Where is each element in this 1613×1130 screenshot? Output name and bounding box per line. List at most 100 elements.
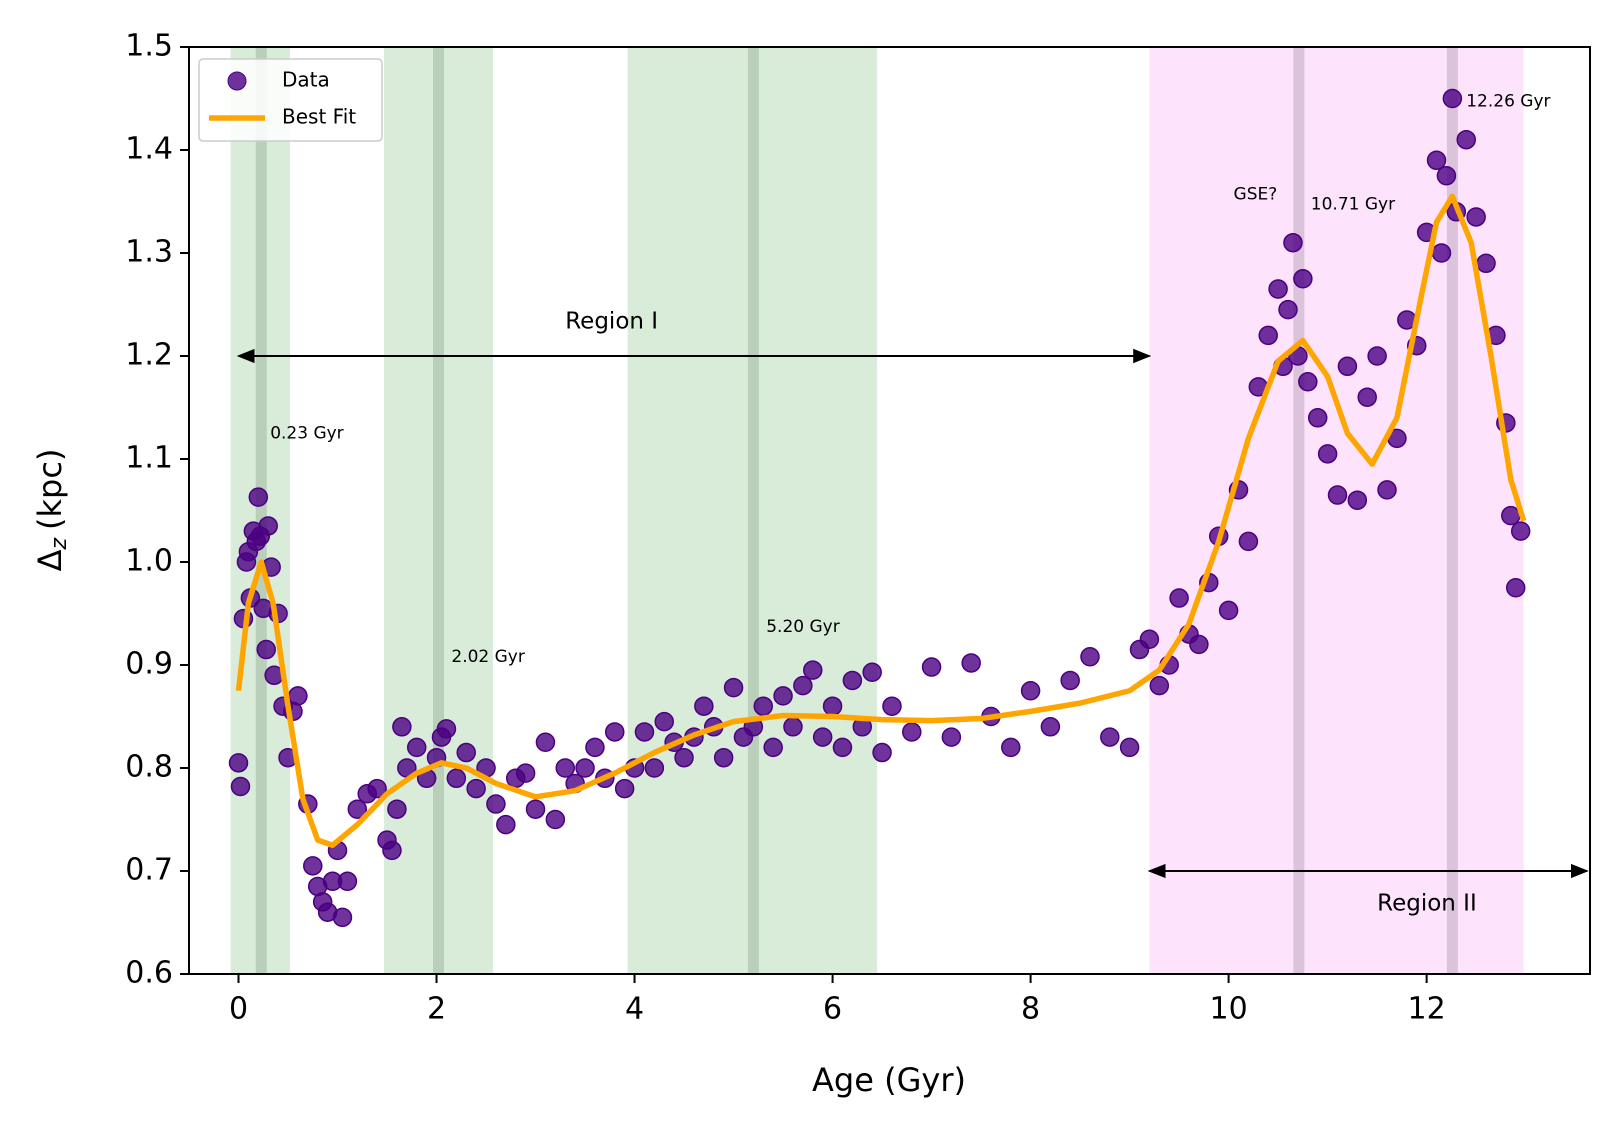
data-point (674, 747, 694, 768)
data-point (822, 696, 843, 716)
data-point (1169, 588, 1189, 608)
data-point (961, 653, 981, 673)
data-point (654, 711, 675, 732)
data-point (1268, 279, 1288, 299)
annotation: 5.20 Gyr (766, 617, 839, 637)
region-label: Region II (1377, 890, 1477, 916)
data-point (1060, 670, 1080, 691)
data-point (248, 487, 269, 507)
data-point (406, 737, 427, 758)
y-tick-label: 1.4 (125, 132, 173, 167)
y-tick-label: 1.0 (125, 544, 173, 579)
data-point (882, 696, 902, 716)
data-point (1189, 634, 1209, 655)
y-label-subscript: z (47, 538, 72, 551)
x-tick-label: 8 (1021, 992, 1040, 1027)
axes-frame (188, 46, 1591, 975)
data-point (812, 727, 833, 747)
y-tick-label: 1.2 (125, 338, 173, 373)
data-point (694, 696, 714, 716)
data-point (773, 686, 793, 706)
data-point (902, 722, 922, 742)
data-point (1456, 129, 1476, 150)
y-tick-label: 0.9 (125, 647, 173, 682)
data-point (872, 742, 892, 763)
region-label: Region I (565, 309, 658, 335)
data-point (486, 794, 506, 814)
data-point (382, 840, 402, 861)
x-tick-label: 12 (1408, 992, 1446, 1027)
x-tick-label: 0 (229, 992, 248, 1027)
data-point (753, 696, 774, 716)
y-tick-label: 0.8 (125, 750, 173, 785)
data-point (1293, 269, 1313, 289)
data-point (803, 660, 823, 680)
data-point (1436, 166, 1457, 186)
data-point (496, 814, 516, 835)
data-point (793, 675, 813, 696)
annotation: 0.23 Gyr (270, 423, 343, 443)
data-point (941, 727, 962, 747)
data-point (1283, 232, 1303, 253)
data-point (1307, 408, 1328, 428)
data-point (303, 856, 323, 876)
data-point (1510, 521, 1531, 541)
data-point (367, 778, 387, 799)
annotation: 2.02 Gyr (451, 647, 524, 667)
data-point (436, 719, 457, 739)
data-point (614, 778, 635, 799)
annotation: 12.26 Gyr (1466, 92, 1550, 112)
data-point (1278, 299, 1298, 320)
data-point (446, 768, 467, 789)
data-point (1298, 372, 1318, 392)
data-point (713, 747, 734, 768)
data-point (1080, 647, 1100, 667)
data-point (1357, 387, 1377, 407)
data-point (832, 737, 853, 758)
data-point (387, 799, 407, 819)
data-point (466, 778, 486, 799)
plot-area (228, 47, 1531, 974)
data-point (1337, 356, 1358, 377)
x-tick-label: 4 (625, 992, 644, 1027)
data-point (1040, 717, 1061, 737)
data-point (515, 763, 536, 783)
data-point (332, 907, 353, 928)
y-label-symbol: Δ (31, 549, 69, 571)
data-point (1327, 485, 1348, 505)
y-axis-label: Δz (kpc) (31, 449, 72, 572)
data-point (1139, 629, 1160, 649)
data-point (862, 662, 882, 682)
data-point (1218, 600, 1239, 621)
data-point (1020, 681, 1041, 701)
data-point (1100, 727, 1120, 747)
data-point (1149, 675, 1170, 696)
data-point (337, 871, 358, 892)
data-point (256, 639, 276, 660)
data-point (644, 758, 665, 778)
data-point (1501, 505, 1521, 526)
x-axis-label: Age (Gyr) (812, 1061, 966, 1099)
data-point (585, 737, 605, 758)
annotation: GSE? (1234, 184, 1278, 204)
data-point (1001, 737, 1021, 758)
data-point (1505, 578, 1526, 598)
data-point (1238, 531, 1259, 552)
data-point (228, 753, 249, 773)
data-point (347, 799, 368, 819)
data-point (392, 717, 412, 737)
data-point (1119, 737, 1140, 758)
y-tick-label: 1.1 (125, 441, 173, 476)
data-point (1347, 490, 1368, 510)
y-tick-label: 0.7 (125, 853, 173, 888)
data-point (1258, 325, 1278, 346)
data-point (763, 737, 783, 758)
shaded-band (1149, 47, 1524, 974)
legend-marker (227, 71, 247, 91)
data-point (842, 670, 863, 691)
x-tick-label: 6 (823, 992, 842, 1027)
annotation: 10.71 Gyr (1311, 195, 1395, 215)
fit-line (235, 193, 1527, 848)
data-point (723, 677, 744, 698)
